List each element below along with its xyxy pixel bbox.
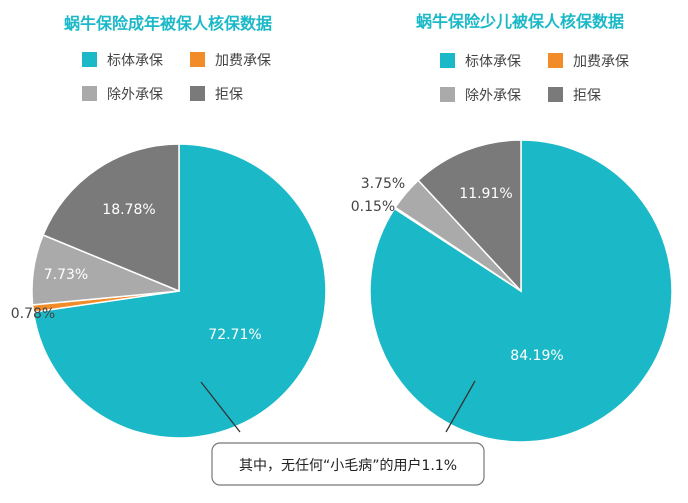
adult-legend-label-standard: 标体承保 [107,53,163,69]
child-slice-label-exclusion: 3.75% [361,176,405,192]
child-slice-label-declined: 11.91% [459,186,512,202]
adult-slice-label-declined: 18.78% [102,202,155,218]
child-legend-swatch-standard [440,53,455,68]
child-legend-label-standard: 标体承保 [465,54,521,70]
child-slice-declined [417,139,522,293]
adult-chart-title: 蜗牛保险成年被保人核保数据 [64,14,272,33]
adult-legend-label-declined: 拒保 [215,87,243,103]
adult-legend-swatch-declined [190,86,205,101]
callout-box [211,442,485,486]
callout: 其中，无任何“小毛病”的用户1.1% [200,380,485,486]
child-slice-label-extra: 0.15% [351,199,395,215]
child-legend: 标体承保 加费承保 除外承保 拒保 [440,53,629,104]
adult-slice-label-standard: 72.71% [208,327,261,343]
adult-slice-label-exclusion: 7.73% [44,267,88,283]
callout-pointer-right [445,380,476,433]
child-legend-label-extra: 加费承保 [573,54,629,70]
child-legend-swatch-declined [548,87,563,102]
adult-legend-label-extra: 加费承保 [215,53,271,69]
adult-slice-label-extra: 0.78% [11,306,55,322]
adult-legend-swatch-standard [82,52,97,67]
adult-chart: 蜗牛保险成年被保人核保数据 标体承保 加费承保 除外承保 拒保 72.71% 0… [11,14,327,439]
adult-legend-swatch-exclusion [82,86,97,101]
child-legend-label-exclusion: 除外承保 [465,88,521,104]
child-chart: 蜗牛保险少儿被保人核保数据 标体承保 加费承保 除外承保 拒保 84.19% 0… [351,12,673,443]
child-pie [369,139,673,443]
adult-slice-declined [42,143,180,293]
child-legend-swatch-exclusion [440,87,455,102]
child-chart-title: 蜗牛保险少儿被保人核保数据 [416,12,624,31]
adult-slice-standard [32,143,327,439]
child-slice-label-standard: 84.19% [510,348,563,364]
callout-text: 其中，无任何“小毛病”的用户1.1% [239,457,457,474]
callout-pointer-left [200,381,241,433]
adult-legend-label-exclusion: 除外承保 [107,87,163,103]
adult-legend: 标体承保 加费承保 除外承保 拒保 [82,52,271,103]
adult-pie [31,143,327,439]
child-legend-swatch-extra [548,53,563,68]
child-legend-label-declined: 拒保 [573,88,601,104]
adult-legend-swatch-extra [190,52,205,67]
